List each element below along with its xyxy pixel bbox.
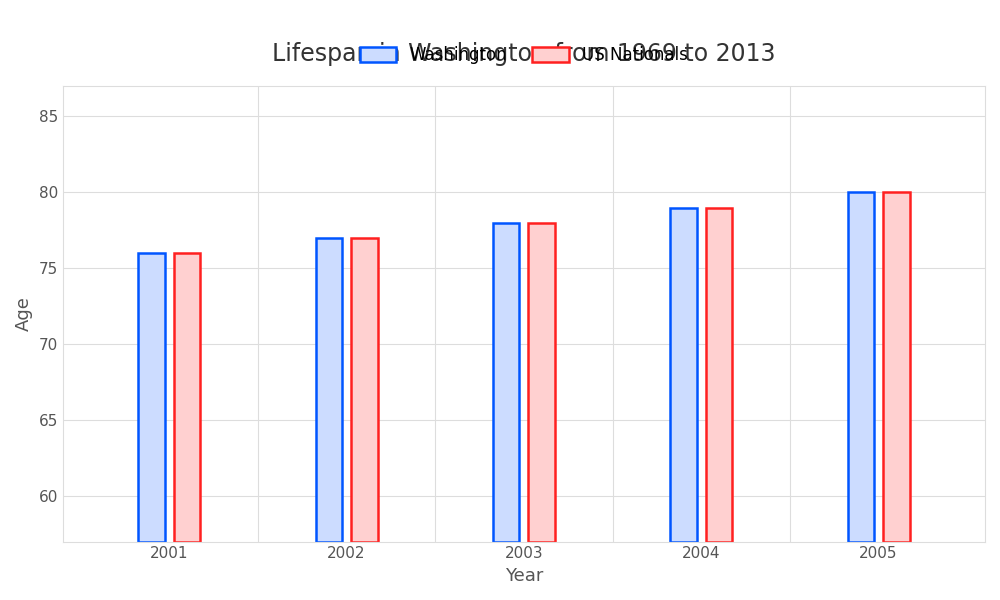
- X-axis label: Year: Year: [505, 567, 543, 585]
- Bar: [493, 223, 519, 542]
- Bar: [848, 193, 874, 542]
- Bar: [706, 208, 732, 542]
- Bar: [883, 193, 910, 542]
- Bar: [174, 253, 200, 542]
- Legend: Washington, US Nationals: Washington, US Nationals: [353, 40, 695, 71]
- Bar: [528, 223, 555, 542]
- Title: Lifespan in Washington from 1969 to 2013: Lifespan in Washington from 1969 to 2013: [272, 42, 776, 66]
- Bar: [316, 238, 342, 542]
- Bar: [670, 208, 697, 542]
- Y-axis label: Age: Age: [15, 296, 33, 331]
- Bar: [351, 238, 378, 542]
- Bar: [138, 253, 165, 542]
